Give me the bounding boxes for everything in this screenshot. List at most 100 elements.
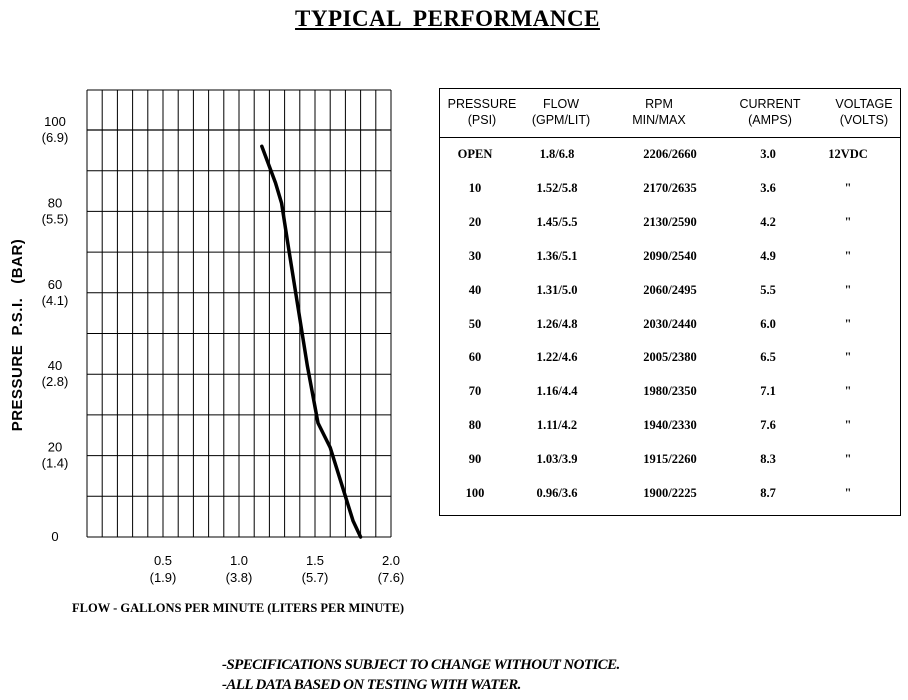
column-header-line1: PRESSURE xyxy=(447,97,517,111)
cell-current: 3.6 xyxy=(760,180,776,195)
column-header-line1: RPM xyxy=(645,97,673,111)
chart-series xyxy=(260,144,363,539)
cell-rpm: 2206/2660 xyxy=(643,147,697,161)
column-header-line2: (PSI) xyxy=(467,113,497,127)
cell-voltage: " xyxy=(844,418,852,433)
cell-voltage: " xyxy=(844,384,852,399)
cell-rpm: 2090/2540 xyxy=(643,248,697,263)
cell-flow: 1.31/5.0 xyxy=(536,282,578,297)
column-header-line1: VOLTAGE xyxy=(835,97,893,111)
cell-pressure: 100 xyxy=(465,486,485,500)
cell-voltage: " xyxy=(844,180,852,195)
footnote-testing: -ALL DATA BASED ON TESTING WITH WATER. xyxy=(222,677,521,693)
cell-pressure: 10 xyxy=(468,180,482,195)
cell-voltage: " xyxy=(844,452,852,467)
cell-flow: 1.11/4.2 xyxy=(536,418,578,433)
y-tick-label: 40 xyxy=(48,358,62,373)
cell-voltage: " xyxy=(844,282,852,297)
cell-rpm: 2005/2380 xyxy=(643,350,697,365)
y-tick-label: 100 xyxy=(44,114,66,129)
x-tick-sublabel: (5.7) xyxy=(302,570,329,585)
header-divider xyxy=(440,137,900,138)
column-header-pressure: PRESSURE (PSI) xyxy=(432,96,532,128)
cell-pressure: 20 xyxy=(468,214,482,229)
y-tick-label: 0 xyxy=(51,529,58,544)
cell-voltage: " xyxy=(844,486,852,500)
cell-rpm: 1915/2260 xyxy=(643,452,697,467)
cell-current: 8.7 xyxy=(760,486,776,500)
y-axis-label: PRESSURE P.S.I. (BAR) xyxy=(9,239,26,432)
y-tick-sublabel: (1.4) xyxy=(42,456,69,471)
y-tick-label: 20 xyxy=(48,440,62,455)
cell-rpm: 1940/2330 xyxy=(643,418,697,433)
x-axis-label: FLOW - GALLONS PER MINUTE (LITERS PER MI… xyxy=(72,601,405,615)
chart-grid xyxy=(86,89,392,538)
cell-pressure: 80 xyxy=(468,418,482,433)
y-tick-sublabel: (2.8) xyxy=(42,374,69,389)
x-tick-label: 2.0 xyxy=(382,553,400,568)
cell-flow: 1.45/5.5 xyxy=(536,214,578,229)
column-header-rpm: RPM MIN/MAX xyxy=(609,96,709,128)
column-header-flow: FLOW (GPM/LIT) xyxy=(511,96,611,128)
cell-flow: 1.36/5.1 xyxy=(536,248,578,263)
column-header-line2: MIN/MAX xyxy=(632,113,686,127)
cell-current: 6.5 xyxy=(760,350,776,365)
column-header-line2: (AMPS) xyxy=(748,113,792,127)
cell-flow: 1.03/3.9 xyxy=(536,452,578,467)
cell-pressure: 30 xyxy=(468,248,482,263)
y-tick-sublabel: (5.5) xyxy=(42,211,69,226)
cell-current: 7.1 xyxy=(760,384,776,399)
cell-current: 5.5 xyxy=(760,282,776,297)
footnote-specifications: -SPECIFICATIONS SUBJECT TO CHANGE WITHOU… xyxy=(222,657,620,673)
cell-voltage: " xyxy=(844,248,852,263)
x-tick-sublabel: (3.8) xyxy=(226,570,253,585)
column-header-voltage: VOLTAGE (VOLTS) xyxy=(814,96,908,128)
cell-current: 3.0 xyxy=(760,147,776,161)
cell-current: 4.9 xyxy=(760,248,776,263)
page-title: TYPICAL PERFORMANCE xyxy=(295,6,600,31)
cell-pressure: 90 xyxy=(468,452,482,467)
column-header-line1: FLOW xyxy=(542,97,580,111)
cell-rpm: 2170/2635 xyxy=(643,180,697,195)
footnotes: -SPECIFICATIONS SUBJECT TO CHANGE WITHOU… xyxy=(222,655,742,695)
cell-flow: 1.26/4.8 xyxy=(536,316,578,331)
column-header-line2: (VOLTS) xyxy=(839,113,889,127)
x-tick-label: 1.5 xyxy=(306,553,324,568)
cell-flow: 1.52/5.8 xyxy=(536,180,578,195)
cell-voltage: " xyxy=(844,214,852,229)
column-header-line2: (GPM/LIT) xyxy=(531,113,591,127)
cell-pressure: 70 xyxy=(468,384,482,399)
x-tick-label: 1.0 xyxy=(230,553,248,568)
performance-table: PRESSURE (PSI) FLOW (GPM/LIT) RPM MIN/MAX CURR… xyxy=(439,88,901,516)
column-header-current: CURRENT (AMPS) xyxy=(720,96,820,128)
cell-flow: 1.8/6.8 xyxy=(539,147,575,161)
cell-current: 6.0 xyxy=(760,316,776,331)
cell-rpm: 2060/2495 xyxy=(643,282,697,297)
cell-current: 7.6 xyxy=(760,418,776,433)
column-header-line1: CURRENT xyxy=(739,97,801,111)
cell-rpm: 1900/2225 xyxy=(643,486,697,500)
x-tick-sublabel: (1.9) xyxy=(150,570,177,585)
y-tick-sublabel: (6.9) xyxy=(42,130,69,145)
x-axis-ticks: 0.5 (1.9) 1.0 (3.8) 1.5 (5.7) 2.0 (7.6) xyxy=(150,553,405,585)
x-tick-sublabel: (7.6) xyxy=(378,570,405,585)
cell-rpm: 2030/2440 xyxy=(643,316,697,331)
cell-rpm: 1980/2350 xyxy=(643,384,697,399)
cell-voltage: 12VDC xyxy=(828,147,868,161)
cell-flow: 1.22/4.6 xyxy=(536,350,578,365)
cell-pressure: 50 xyxy=(468,316,482,331)
cell-rpm: 2130/2590 xyxy=(643,214,697,229)
y-tick-label: 60 xyxy=(48,277,62,292)
cell-voltage: " xyxy=(844,350,852,365)
cell-pressure: 60 xyxy=(468,350,482,365)
cell-pressure: 40 xyxy=(468,282,482,297)
x-tick-label: 0.5 xyxy=(154,553,172,568)
y-axis-ticks: 100(6.9) 80(5.5) 60(4.1) 40(2.8) 20(1.4) 0 xyxy=(42,114,69,544)
cell-current: 8.3 xyxy=(760,452,776,467)
cell-flow: 1.16/4.4 xyxy=(536,384,578,399)
y-tick-sublabel: (4.1) xyxy=(42,293,69,308)
y-tick-label: 80 xyxy=(48,195,62,210)
cell-voltage: " xyxy=(844,316,852,331)
cell-pressure: OPEN xyxy=(457,147,493,161)
cell-flow: 0.96/3.6 xyxy=(536,486,578,500)
